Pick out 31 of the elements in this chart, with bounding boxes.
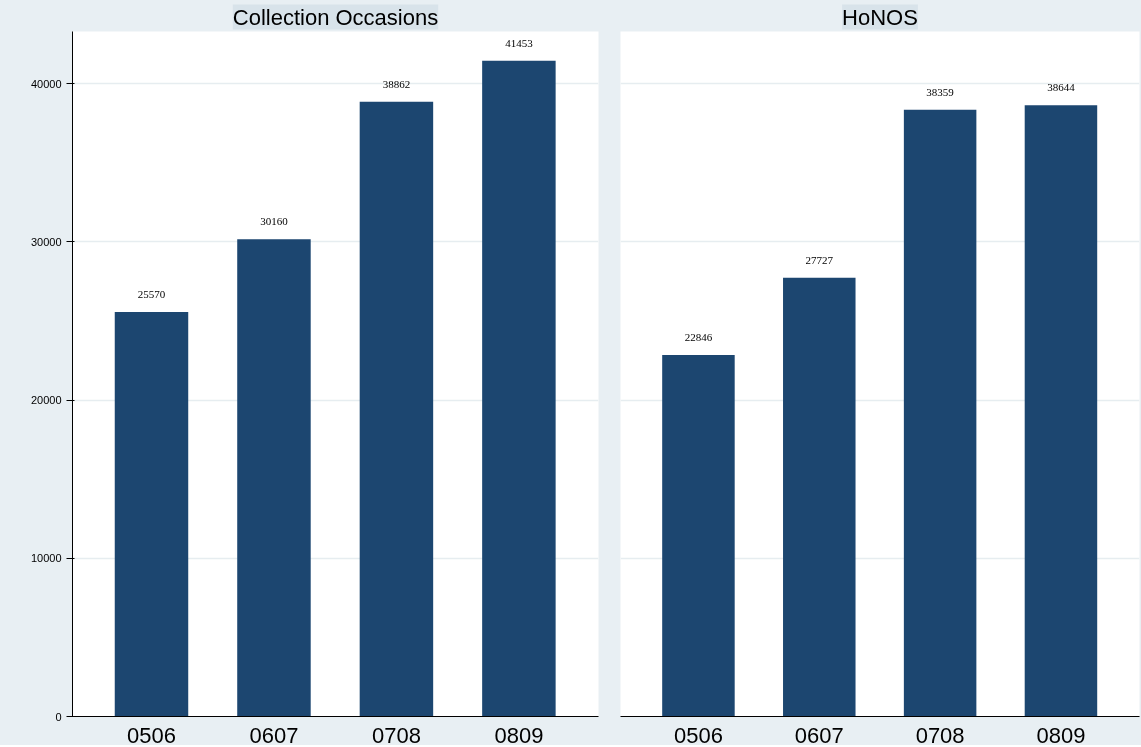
data-label: 38644 [1047,81,1076,94]
y-tick-label: 20000 [30,394,62,407]
chart-title: HoNOS [842,4,918,30]
data-label: 41453 [505,36,534,49]
x-tick-label: 0506 [127,722,176,747]
y-tick-label: 40000 [30,77,62,90]
bar [237,239,311,717]
x-tick-label: 0506 [673,722,723,747]
data-label: 38862 [382,77,411,90]
data-label: 25570 [137,287,166,300]
y-tick-label: 10000 [30,552,62,565]
y-tick-label: 0 [55,710,62,723]
data-label: 30160 [260,215,289,228]
data-label: 38359 [926,85,955,98]
bar [114,311,189,717]
x-tick-label: 0708 [915,722,965,747]
x-tick-label: 0708 [371,722,421,747]
chart-title: Collection Occasions [232,4,439,30]
bar [482,60,556,717]
bar [662,355,735,717]
bar [359,101,434,717]
x-tick-label: 0809 [494,722,544,747]
x-tick-label: 0607 [794,722,844,747]
bar [1024,105,1098,717]
x-tick-label: 0809 [1036,722,1086,747]
data-label: 22846 [684,331,713,344]
data-label: 27727 [805,253,834,266]
x-tick-label: 0607 [249,722,299,747]
bar [903,109,977,717]
bar [783,277,856,717]
y-tick-label: 30000 [30,235,62,248]
